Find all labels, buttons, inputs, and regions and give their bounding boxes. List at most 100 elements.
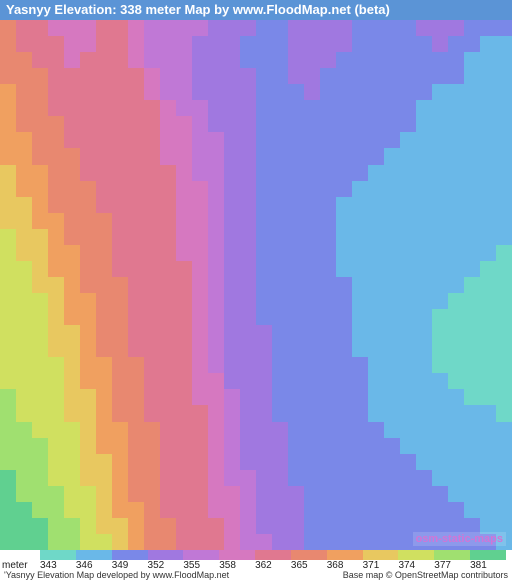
heatmap-cell: [96, 309, 112, 325]
heatmap-cell: [176, 389, 192, 405]
heatmap-cell: [192, 405, 208, 421]
heatmap-cell: [176, 422, 192, 438]
heatmap-cell: [112, 181, 128, 197]
heatmap-cell: [384, 502, 400, 518]
heatmap-cell: [320, 165, 336, 181]
heatmap-cell: [416, 165, 432, 181]
heatmap-cell: [32, 36, 48, 52]
heatmap-cell: [16, 165, 32, 181]
heatmap-cell: [272, 165, 288, 181]
heatmap-cell: [112, 197, 128, 213]
heatmap-cell: [80, 213, 96, 229]
heatmap-cell: [160, 20, 176, 36]
heatmap-cell: [432, 277, 448, 293]
heatmap-cell: [320, 229, 336, 245]
heatmap-cell: [368, 486, 384, 502]
heatmap-cell: [144, 100, 160, 116]
heatmap-cell: [384, 405, 400, 421]
heatmap-cell: [256, 357, 272, 373]
heatmap-cell: [480, 405, 496, 421]
heatmap-cell: [32, 357, 48, 373]
heatmap-cell: [368, 325, 384, 341]
heatmap-cell: [32, 213, 48, 229]
heatmap-cell: [448, 229, 464, 245]
heatmap-cell: [400, 165, 416, 181]
heatmap-cell: [208, 454, 224, 470]
heatmap-cell: [0, 309, 16, 325]
heatmap-cell: [320, 325, 336, 341]
heatmap-cell: [80, 20, 96, 36]
heatmap-cell: [352, 36, 368, 52]
heatmap-cell: [464, 100, 480, 116]
heatmap-cell: [256, 518, 272, 534]
heatmap-cell: [368, 148, 384, 164]
heatmap-cell: [288, 245, 304, 261]
heatmap-cell: [272, 534, 288, 550]
heatmap-cell: [256, 68, 272, 84]
heatmap-cell: [288, 197, 304, 213]
heatmap-cell: [368, 389, 384, 405]
heatmap-cell: [224, 422, 240, 438]
heatmap-cell: [80, 486, 96, 502]
heatmap-cell: [160, 68, 176, 84]
heatmap-cell: [336, 277, 352, 293]
heatmap-cell: [432, 116, 448, 132]
heatmap-cell: [304, 197, 320, 213]
heatmap-cell: [400, 341, 416, 357]
heatmap-cell: [208, 132, 224, 148]
heatmap-cell: [496, 245, 512, 261]
footer: 'Yasnyy Elevation Map developed by www.F…: [0, 570, 512, 582]
heatmap-cell: [192, 325, 208, 341]
heatmap-cell: [32, 100, 48, 116]
heatmap-cell: [176, 132, 192, 148]
heatmap-cell: [448, 373, 464, 389]
heatmap-cell: [464, 197, 480, 213]
heatmap-cell: [64, 405, 80, 421]
heatmap-cell: [240, 132, 256, 148]
heatmap-cell: [48, 357, 64, 373]
heatmap-cell: [16, 68, 32, 84]
heatmap-cell: [336, 197, 352, 213]
heatmap-cell: [160, 52, 176, 68]
heatmap-cell: [128, 36, 144, 52]
heatmap-cell: [96, 181, 112, 197]
heatmap-cell: [128, 389, 144, 405]
heatmap-cell: [240, 373, 256, 389]
heatmap-cell: [256, 84, 272, 100]
heatmap-cell: [432, 486, 448, 502]
heatmap-cell: [128, 518, 144, 534]
heatmap-cell: [336, 518, 352, 534]
heatmap-cell: [48, 438, 64, 454]
heatmap-cell: [384, 470, 400, 486]
heatmap-cell: [352, 181, 368, 197]
heatmap-cell: [352, 293, 368, 309]
heatmap-cell: [416, 277, 432, 293]
heatmap-cell: [256, 52, 272, 68]
heatmap-cell: [112, 84, 128, 100]
heatmap-cell: [192, 52, 208, 68]
heatmap-cell: [448, 52, 464, 68]
heatmap-cell: [448, 341, 464, 357]
heatmap-cell: [464, 181, 480, 197]
heatmap-cell: [320, 357, 336, 373]
heatmap-cell: [400, 181, 416, 197]
heatmap-cell: [288, 422, 304, 438]
heatmap-cell: [336, 470, 352, 486]
heatmap-cell: [112, 518, 128, 534]
heatmap-cell: [208, 213, 224, 229]
heatmap-cell: [16, 52, 32, 68]
heatmap-cell: [304, 405, 320, 421]
heatmap-cell: [448, 245, 464, 261]
heatmap-cell: [480, 502, 496, 518]
heatmap-cell: [400, 438, 416, 454]
heatmap-cell: [32, 52, 48, 68]
heatmap-cell: [224, 148, 240, 164]
heatmap-cell: [64, 197, 80, 213]
heatmap-cell: [224, 181, 240, 197]
heatmap-cell: [240, 36, 256, 52]
heatmap-cell: [464, 165, 480, 181]
heatmap-cell: [48, 52, 64, 68]
heatmap-cell: [320, 116, 336, 132]
legend-swatch: [40, 550, 76, 560]
heatmap-cell: [64, 534, 80, 550]
